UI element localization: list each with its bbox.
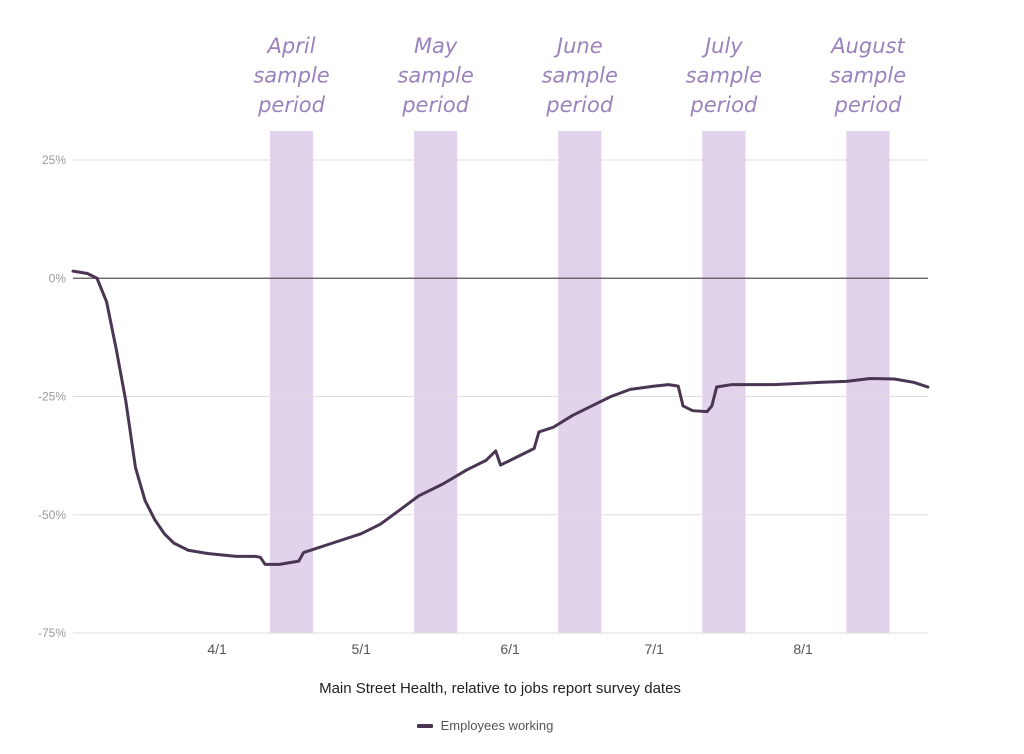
sample-period-band <box>702 131 746 633</box>
x-tick-label: 6/1 <box>500 641 520 657</box>
sample-period-band <box>414 131 458 633</box>
sample-period-label: June <box>553 34 603 58</box>
sample-period-label: sample <box>397 64 473 88</box>
x-tick-label: 5/1 <box>351 641 371 657</box>
sample-period-label: period <box>834 93 903 117</box>
sample-period-label: sample <box>830 64 906 88</box>
sample-period-bands <box>269 131 890 633</box>
y-tick-label: -50% <box>38 508 66 522</box>
sample-period-label: April <box>266 34 316 58</box>
series-lines <box>71 269 930 566</box>
sample-period-label: period <box>401 93 470 117</box>
sample-period-label: sample <box>686 64 762 88</box>
sample-period-label: August <box>829 34 905 58</box>
y-tick-label: -25% <box>38 390 66 404</box>
series-line <box>71 269 930 566</box>
sample-period-label: sample <box>253 64 329 88</box>
y-tick-label: 25% <box>42 153 66 167</box>
y-axis-ticks: 25% 0% -25% -50% -75% <box>38 153 66 640</box>
y-tick-label: 0% <box>49 271 67 285</box>
legend-swatch <box>416 723 433 728</box>
x-tick-label: 7/1 <box>644 641 664 657</box>
legend-label: Employees working <box>440 718 554 733</box>
sample-period-band <box>558 131 602 633</box>
x-axis-ticks: 4/1 5/1 6/1 7/1 8/1 <box>207 641 813 657</box>
sample-period-label: period <box>257 93 326 117</box>
legend: Employees working <box>0 718 970 733</box>
sample-period-label: May <box>414 34 458 58</box>
y-tick-label: -75% <box>38 626 66 640</box>
sample-period-label: period <box>545 93 614 117</box>
sample-period-labels: April sample period May sample period June samp… <box>253 34 906 117</box>
x-tick-label: 4/1 <box>207 641 227 657</box>
sample-period-band <box>269 131 314 633</box>
sample-period-label: period <box>689 93 758 117</box>
gridlines <box>73 159 928 634</box>
chart-caption: Main Street Health, relative to jobs rep… <box>319 680 681 697</box>
x-tick-label: 8/1 <box>793 641 813 657</box>
sample-period-label: July <box>701 34 743 58</box>
sample-period-label: sample <box>542 64 618 88</box>
